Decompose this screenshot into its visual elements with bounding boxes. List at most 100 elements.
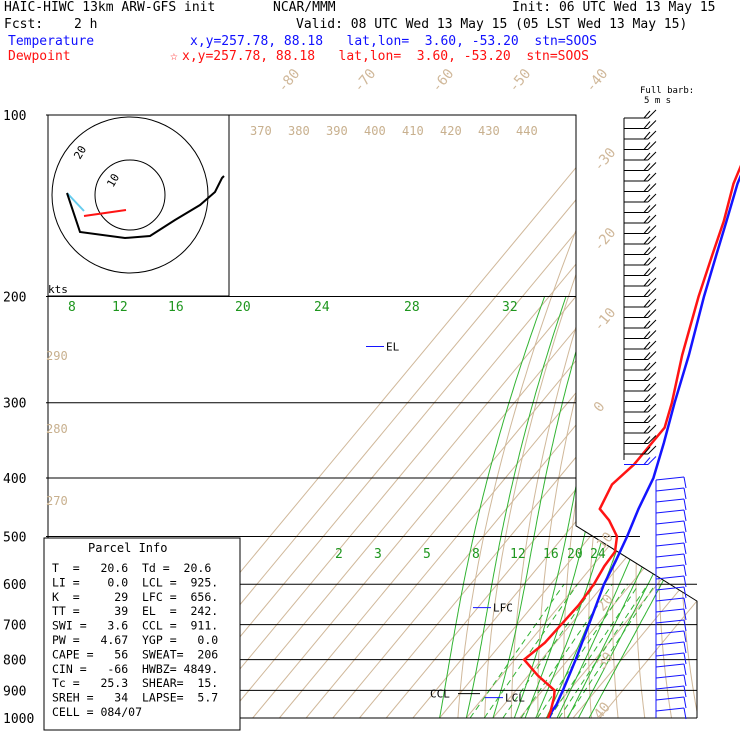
mixing-ratio-label: 12 xyxy=(510,547,526,562)
wind-barb xyxy=(655,619,685,624)
moist-adiabat-label: 16 xyxy=(168,300,184,315)
temperature-legend: Temperature xyxy=(8,34,95,49)
wind-barb xyxy=(643,394,651,402)
wind-barb xyxy=(647,414,657,423)
mixing-ratio-label: 5 xyxy=(423,547,431,562)
mixing-ratio-label: 8 xyxy=(472,547,480,562)
barb-note-unit: 5 m s xyxy=(644,96,672,106)
wind-barb xyxy=(647,225,657,234)
wind-barb xyxy=(643,415,651,423)
hodograph-trace-black xyxy=(66,175,225,240)
pressure-tick-label: 400 xyxy=(3,472,26,487)
wind-barb xyxy=(655,707,685,712)
wind-barb xyxy=(683,674,687,687)
wind-barb xyxy=(647,319,657,329)
wind-barb xyxy=(683,630,687,643)
wind-barb xyxy=(647,351,657,360)
wind-barbs xyxy=(623,109,687,720)
hodograph-trace-cyan xyxy=(66,192,85,212)
wind-barb xyxy=(643,436,651,444)
wind-barb xyxy=(643,121,651,129)
isotherm-label: -10 xyxy=(591,305,620,335)
isotherm-label: -30 xyxy=(591,145,620,175)
dry-adiabat xyxy=(510,115,652,718)
wind-barb xyxy=(655,630,685,635)
wind-barb xyxy=(655,520,685,525)
moist-adiabat xyxy=(524,296,638,718)
theta-label: 430 xyxy=(478,124,500,138)
wind-barb xyxy=(647,183,657,192)
wind-barb xyxy=(643,373,651,381)
moist-adiabat-label: 32 xyxy=(502,300,518,315)
isotherm-line xyxy=(359,115,697,718)
wind-barb xyxy=(683,608,687,621)
wind-barb xyxy=(683,586,687,599)
mixing-ratio-label: 16 xyxy=(543,547,559,562)
parcel-info-row: PW = 4.67 YGP = 0.0 xyxy=(52,633,218,647)
wind-barb xyxy=(655,597,685,602)
isotherm-label: -20 xyxy=(591,225,620,255)
wind-barb xyxy=(643,320,651,329)
isotherm-line xyxy=(172,115,674,718)
dewpoint-location: x,y=257.78, 88.18 lat,lon= 3.60, -53.20 … xyxy=(182,49,589,64)
wind-barb xyxy=(647,330,657,339)
level-label-lfc: LFC xyxy=(493,602,513,615)
model-title: HAIC-HIWC 13km ARW-GFS init xyxy=(4,0,216,15)
parcel-info-box xyxy=(43,537,241,731)
parcel-info-row: T = 20.6 Td = 20.6 xyxy=(52,561,211,575)
valid-time: Valid: 08 UTC Wed 13 May 15 (05 LST Wed … xyxy=(296,17,688,32)
wind-barb xyxy=(647,109,657,119)
hodograph-trace-red xyxy=(83,209,127,217)
dry-adiabat xyxy=(588,115,694,718)
mixing-ratio-label: 24 xyxy=(590,547,606,562)
wind-barb xyxy=(683,641,687,654)
wind-barb xyxy=(655,685,685,690)
theta-label: 280 xyxy=(46,422,68,436)
wind-barb xyxy=(647,141,657,150)
theta-label: 380 xyxy=(288,124,310,138)
wind-barb xyxy=(683,476,687,489)
wind-barb xyxy=(647,193,657,203)
wind-barb xyxy=(643,184,651,192)
wind-barb xyxy=(643,341,651,350)
wind-barb xyxy=(655,542,685,547)
isotherm-line xyxy=(465,115,697,718)
fcst-value: 2 h xyxy=(74,17,98,32)
wind-barb xyxy=(643,131,651,140)
isotherm-line xyxy=(385,115,697,718)
wind-barb xyxy=(643,163,651,171)
wind-barb xyxy=(647,445,657,455)
moist-adiabat-label: 24 xyxy=(314,300,330,315)
wind-barb xyxy=(683,564,687,577)
wind-barb xyxy=(643,205,651,213)
wind-barb xyxy=(643,215,651,224)
wind-barb xyxy=(683,575,687,588)
parcel-info-row: TT = 39 EL = 242. xyxy=(52,604,218,618)
org-label: NCAR/MMM xyxy=(273,0,336,15)
mixing-ratio-label: 2 xyxy=(335,547,343,562)
wind-barb xyxy=(643,236,651,245)
wind-barb xyxy=(683,652,687,665)
hodograph-ring-label: 20 xyxy=(71,144,89,162)
isotherm-line xyxy=(599,115,697,718)
dry-adiabat xyxy=(457,115,624,718)
hodograph-ring-label: 10 xyxy=(104,172,122,190)
wind-barb xyxy=(683,597,687,610)
theta-label: 400 xyxy=(364,124,386,138)
wind-barb xyxy=(643,152,651,161)
wind-barb xyxy=(655,586,685,591)
wind-barb xyxy=(683,685,687,698)
fcst-label: Fcst: xyxy=(4,17,44,32)
dewpoint-star-icon: ☆ xyxy=(170,49,178,64)
pressure-tick-label: 200 xyxy=(3,291,26,306)
wind-barb xyxy=(643,257,651,266)
wind-barb xyxy=(655,608,685,613)
wind-barb xyxy=(643,142,651,150)
isotherm-label: -50 xyxy=(506,66,535,96)
wind-barb xyxy=(655,531,685,536)
wind-barb xyxy=(655,553,685,558)
pressure-tick-label: 900 xyxy=(3,684,26,699)
wind-barb xyxy=(683,509,687,522)
isotherm-label: -80 xyxy=(275,66,304,96)
